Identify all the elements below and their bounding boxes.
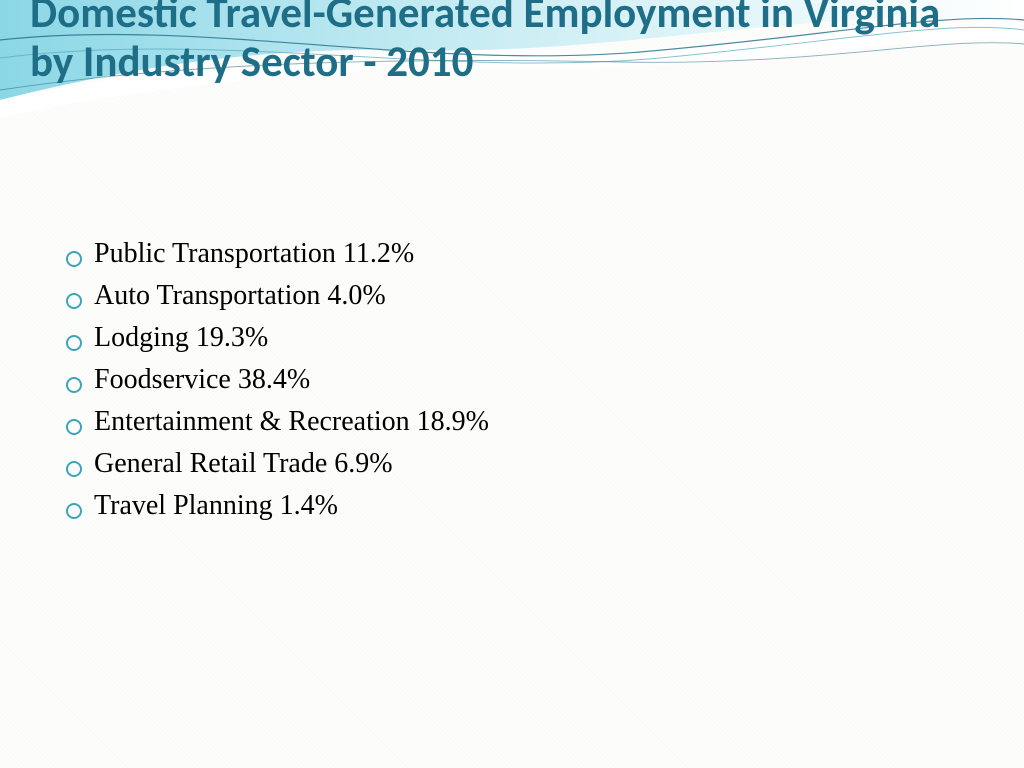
slide-title: Domestic Travel-Generated Employment in … [30,0,984,87]
list-item-label: Travel Planning 1.4% [94,490,338,521]
list-item-label: Public Transportation 11.2% [94,238,414,269]
list-item: Travel Planning 1.4% [60,490,964,522]
list-item: Entertainment & Recreation 18.9% [60,406,964,438]
list-item: Foodservice 38.4% [60,364,964,396]
list-item-label: General Retail Trade 6.9% [94,448,393,479]
slide: Domestic Travel-Generated Employment in … [0,0,1024,768]
list-item: Lodging 19.3% [60,322,964,354]
list-item-label: Entertainment & Recreation 18.9% [94,406,489,437]
list-item-label: Lodging 19.3% [94,322,268,353]
list-item-label: Foodservice 38.4% [94,364,310,395]
list-item: General Retail Trade 6.9% [60,448,964,480]
bullet-list: Public Transportation 11.2% Auto Transpo… [60,238,964,532]
list-item-label: Auto Transportation 4.0% [94,280,386,311]
list-item: Auto Transportation 4.0% [60,280,964,312]
list-item: Public Transportation 11.2% [60,238,964,270]
